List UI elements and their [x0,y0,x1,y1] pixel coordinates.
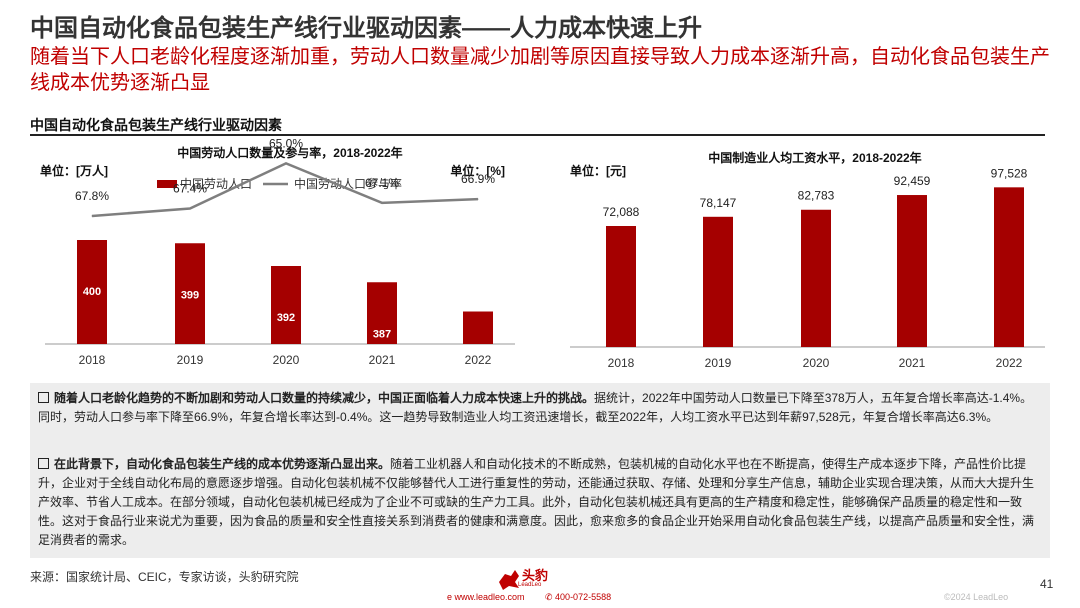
bar-wage-2021 [897,195,927,347]
paragraph-1: 随着人口老龄化趋势的不断加剧和劳动人口数量的持续减少，中国正面临着人力成本快速上… [38,389,1038,427]
phone-number: ✆ 400-072-5588 [545,592,612,602]
bar-label-2021: 387 [373,328,391,340]
labor-population-chart: 中国劳动人口数量及参与率，2018-2022年 单位：[万人] 单位：[%] 中… [30,136,530,375]
rate-point-2018 [91,215,93,217]
x-tick-2020: 2020 [273,353,300,367]
bar-label-2018: 400 [83,286,101,298]
rate-point-2019 [189,207,191,209]
bar-labor-2022 [463,311,493,344]
paragraph-2: 在此背景下，自动化食品包装生产线的成本优势逐渐凸显出来。随着工业机器人和自动化技… [38,455,1038,550]
legend-bar-swatch [157,180,177,188]
page-title: 中国自动化食品包装生产线行业驱动因素——人力成本快速上升 [30,15,702,42]
phone-icon: ✆ [545,592,556,602]
section-title: 中国自动化食品包装生产线行业驱动因素 [30,117,282,133]
bar-wage-2020 [801,209,831,347]
rate-label-2019: 67.4% [173,181,207,195]
wage-label-2018: 72,088 [603,205,640,219]
x-tick-2018: 2018 [79,353,106,367]
x-tick-2019: 2019 [705,356,732,370]
participation-rate-line [91,161,479,218]
paragraph-1-body: 据统计，2022年中国劳动人口数量已下降至378万人，五年复合增长率高达-1.4… [38,391,1033,424]
rate-point-2022 [477,198,479,200]
chart2-unit-left: 单位：[元] [570,163,626,178]
rate-label-2022: 66.9% [461,172,495,186]
page-number: 41 [1040,577,1054,591]
page-subtitle: 随着当下人口老龄化程度逐渐加重，劳动人口数量减少加剧等原因直接导致人力成本逐渐升… [30,46,1050,94]
bar-labor-2020 [271,266,301,344]
chart1-unit-left: 单位：[万人] [40,163,108,178]
rate-point-2021 [381,202,383,204]
bar-labor-2021 [367,282,397,344]
globe-icon: e [447,592,455,602]
website-link[interactable]: e www.leadleo.com [447,592,525,602]
analysis-textbox: 随着人口老龄化趋势的不断加剧和劳动人口数量的持续减少，中国正面临着人力成本快速上… [30,383,1050,558]
bar-label-2019: 399 [181,289,199,301]
leopard-logo-icon [499,570,519,590]
x-tick-2021: 2021 [899,356,926,370]
checkbox-bullet-icon [38,458,49,469]
bar-label-2020: 392 [277,312,295,324]
wage-label-2022: 97,528 [991,166,1028,180]
paragraph-2-lead: 在此背景下，自动化食品包装生产线的成本优势逐渐凸显出来。 [54,457,391,471]
bar-wage-2019 [703,216,733,347]
checkbox-bullet-icon [38,392,49,403]
rate-label-2021: 67.1% [365,176,399,190]
wage-label-2020: 82,783 [798,189,835,203]
chart1-title: 中国劳动人口数量及参与率，2018-2022年 [177,145,402,160]
x-tick-2019: 2019 [177,353,204,367]
x-tick-2021: 2021 [369,353,396,367]
wage-label-2019: 78,147 [700,196,737,210]
bar-wage-2018 [606,226,636,347]
paragraph-1-lead: 随着人口老龄化趋势的不断加剧和劳动人口数量的持续减少，中国正面临着人力成本快速上… [54,391,595,405]
x-tick-2018: 2018 [608,356,635,370]
rate-point-2020 [285,162,287,164]
copyright: ©2024 LeadLeo [944,592,1009,602]
logo-subtext: LeadLeo [518,582,542,588]
chart2-title: 中国制造业人均工资水平，2018-2022年 [708,150,921,165]
wage-label-2021: 92,459 [894,174,931,188]
rate-label-2018: 67.8% [75,189,109,203]
bar-label-2022: 378 [469,358,487,370]
x-tick-2020: 2020 [803,356,830,370]
logo-text: 头豹 [522,568,549,583]
bar-labor-2019 [175,243,205,344]
bar-wage-2022 [994,187,1024,347]
x-tick-2022: 2022 [465,353,492,367]
legend-line-label: 中国劳动人口参与率 [294,176,402,191]
chart1-unit-right: 单位：[%] [450,163,505,178]
manufacturing-wage-chart: 中国制造业人均工资水平，2018-2022年 单位：[元] 72,088 2018… [560,140,1050,375]
paragraph-2-body: 随着工业机器人和自动化技术的不断成熟，包装机械的自动化水平也在不断提高，使得生产… [38,457,1035,547]
bar-labor-2018 [77,240,107,344]
source-note: 来源：国家统计局、CEIC，专家访谈，头豹研究院 [30,570,299,584]
rate-label-2020: 65.0% [269,136,303,150]
x-tick-2022: 2022 [996,356,1023,370]
section-divider [30,134,1045,136]
